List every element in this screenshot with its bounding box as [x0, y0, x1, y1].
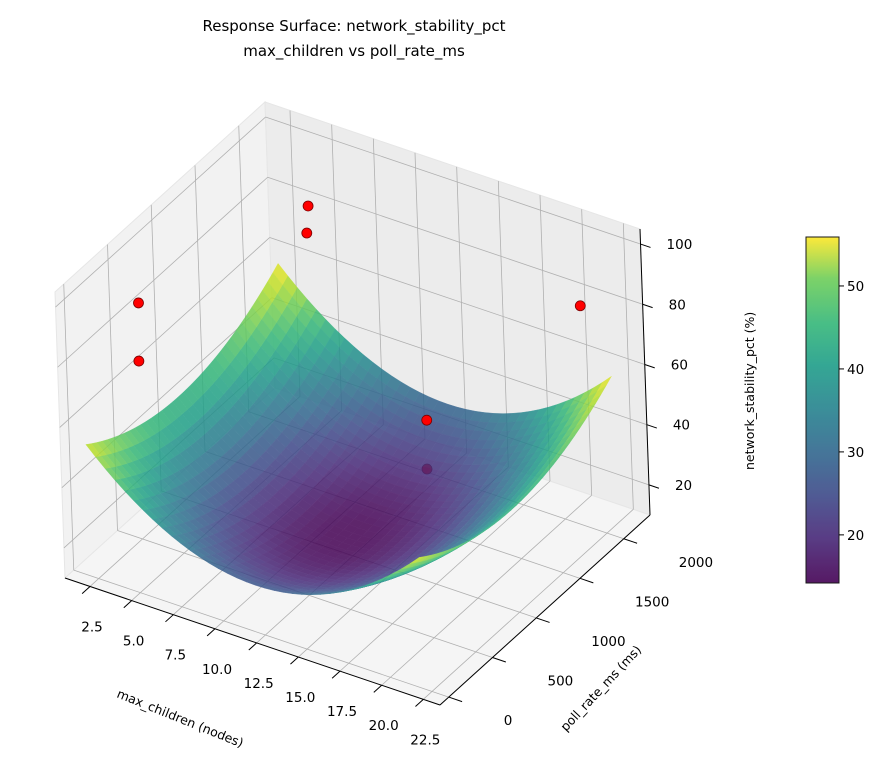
x-tick-label: 20.0 [369, 718, 399, 734]
z-tick-mark [640, 243, 651, 248]
x-tick-label: 15.0 [285, 690, 315, 706]
z-gridline [59, 237, 271, 428]
axis-lines [64, 228, 660, 707]
y-tick-label: 1500 [635, 594, 669, 610]
y-gridline [73, 569, 449, 698]
y-gridline [107, 244, 118, 531]
z-tick-mark [648, 484, 660, 489]
chart-subtitle: max_children vs poll_rate_ms [243, 42, 465, 61]
z-tick-label: 100 [667, 237, 693, 253]
y-gridline [63, 284, 75, 571]
x-gridline [414, 152, 426, 439]
y-tick-label: 500 [548, 674, 574, 690]
x-tick-label: 10.0 [202, 662, 232, 678]
data-point [421, 414, 433, 426]
z-axis-label: network_stability_pct (%) [742, 312, 757, 470]
colorbar-tick-label: 40 [847, 362, 864, 378]
x-tick-mark [331, 670, 341, 679]
x-gridline [339, 480, 551, 672]
tick-labels: 2.5 5.0 7.5 10.0 12.5 15.0 17.5 20.0 22.5 0 500 100… [81, 237, 713, 748]
x-tick-mark [248, 642, 258, 651]
z-gridline [55, 116, 266, 308]
x-gridline [423, 509, 634, 700]
data-point [133, 355, 145, 367]
z-tick-label: 20 [675, 478, 692, 494]
z-tick-mark [644, 364, 655, 369]
y-axis-line [439, 514, 651, 706]
z-gridline [57, 176, 268, 368]
z-tick-label: 60 [671, 357, 688, 373]
surface-facet [85, 443, 102, 457]
x-gridline [381, 494, 592, 686]
colorbar-ticks: 20 30 40 50 [839, 279, 864, 544]
y-tick-label: 2000 [679, 555, 713, 571]
x-tick-label: 2.5 [81, 619, 102, 635]
x-tick-mark [373, 684, 383, 693]
x-axis-line [64, 577, 441, 706]
x-gridline [581, 209, 593, 496]
x-tick-label: 22.5 [410, 732, 440, 748]
z-tick-mark [642, 303, 653, 309]
y-tick-mark [492, 657, 506, 663]
z-tick-label: 80 [669, 297, 686, 313]
data-point [302, 200, 314, 212]
z-tick-mark [646, 424, 658, 429]
x-gridline [622, 223, 634, 510]
x-gridline [456, 166, 468, 453]
z-tick-label: 40 [673, 418, 690, 434]
data-point [133, 297, 144, 309]
colorbar [805, 236, 840, 584]
x-tick-mark [123, 600, 133, 609]
x-tick-label: 7.5 [165, 648, 186, 664]
data-point [574, 300, 586, 312]
surface-facet [410, 556, 425, 564]
scatter-points [133, 200, 586, 426]
data-point [301, 227, 313, 239]
chart-title: Response Surface: network_stability_pct [202, 17, 505, 36]
y-tick-mark [579, 577, 594, 584]
z-gridline [269, 237, 645, 365]
x-tick-mark [290, 656, 299, 665]
y-tick-label: 0 [504, 713, 513, 729]
x-tick-mark [415, 698, 424, 707]
x-tick-label: 5.0 [123, 634, 144, 650]
x-axis-label: max_children (nodes) [115, 686, 246, 751]
colorbar-tick-label: 30 [847, 445, 864, 461]
y-tick-mark [536, 617, 550, 623]
y-tick-mark [623, 538, 638, 544]
colorbar-tick-label: 50 [847, 279, 864, 295]
x-tick-mark [165, 614, 174, 623]
response-surface [85, 263, 612, 595]
x-tick-mark [206, 628, 216, 637]
z-axis-line [639, 228, 651, 516]
y-tick-mark [448, 696, 463, 703]
z-gridline [267, 176, 643, 305]
x-tick-mark [81, 586, 91, 594]
colorbar-tick-label: 20 [847, 528, 864, 544]
z-gridline [265, 116, 641, 245]
x-tick-label: 17.5 [327, 704, 357, 720]
y-tick-label: 1000 [591, 634, 625, 650]
x-tick-label: 12.5 [244, 676, 274, 692]
